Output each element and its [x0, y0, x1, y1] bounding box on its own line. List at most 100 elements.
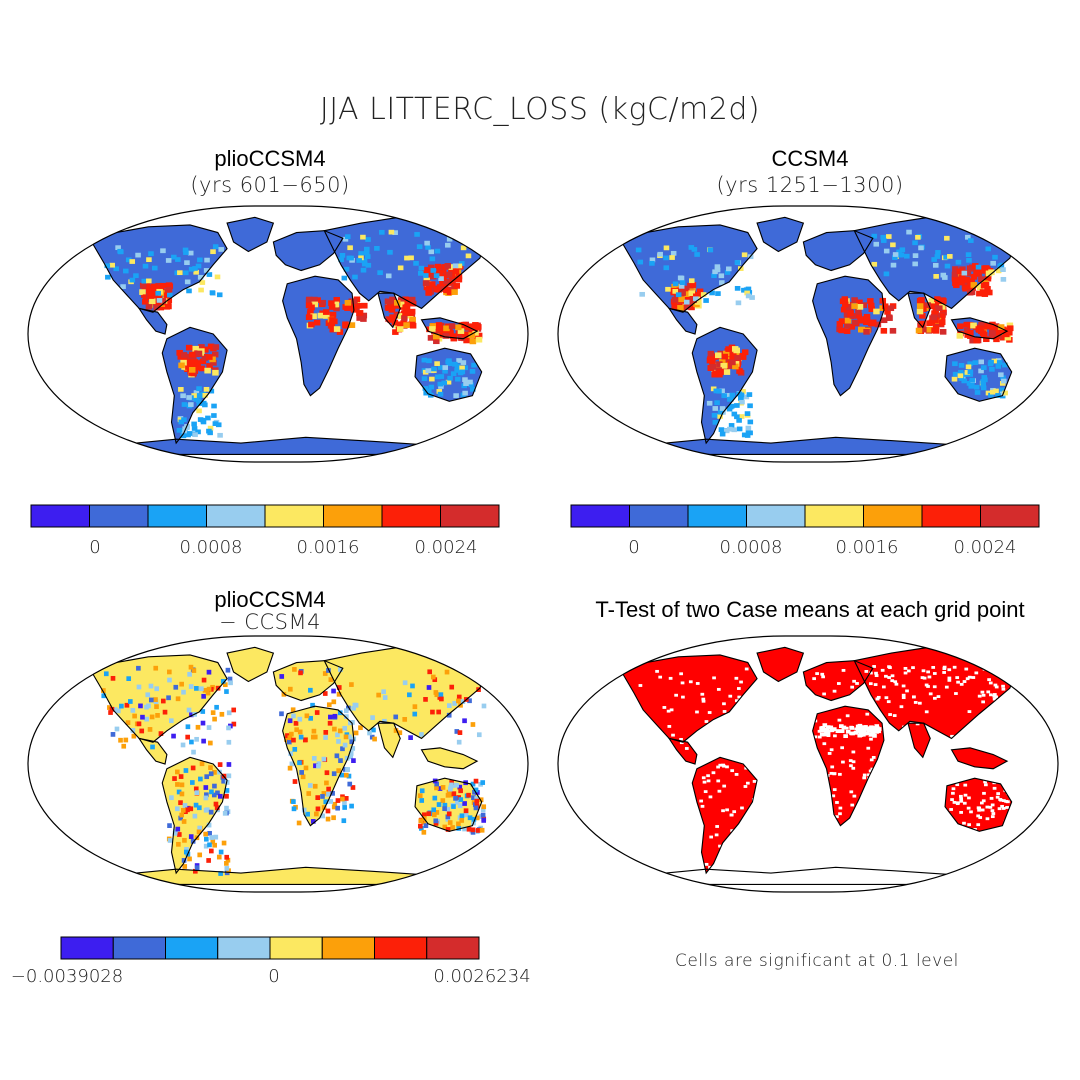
- grid-cell: [967, 823, 971, 827]
- grid-cell: [315, 795, 321, 800]
- grid-cell: [442, 368, 448, 374]
- grid-cell: [397, 313, 405, 320]
- grid-cell: [427, 264, 435, 271]
- colorbar-3-tick: 0.0026234: [433, 966, 531, 987]
- grid-cell: [183, 849, 189, 855]
- grid-cell: [755, 862, 760, 866]
- grid-cell: [351, 705, 356, 711]
- grid-cell: [753, 832, 757, 836]
- grid-cell: [679, 737, 683, 741]
- grid-cell: [132, 713, 137, 719]
- grid-cell: [626, 732, 631, 736]
- grid-cell: [896, 249, 902, 255]
- grid-cell: [740, 852, 745, 856]
- grid-cell: [678, 283, 685, 289]
- landmass-antarctica: [111, 867, 436, 885]
- grid-cell: [881, 303, 889, 310]
- grid-cell: [436, 709, 441, 715]
- grid-cell: [718, 844, 722, 848]
- grid-cell: [320, 794, 325, 799]
- grid-cell: [125, 720, 131, 726]
- grid-cell: [869, 671, 873, 675]
- grid-cell: [218, 849, 224, 855]
- grid-cell: [959, 810, 963, 814]
- grid-cell: [209, 290, 216, 296]
- grid-cell: [968, 238, 974, 243]
- grid-cell: [671, 733, 675, 737]
- grid-cell: [1002, 362, 1008, 368]
- grid-cell: [820, 728, 826, 733]
- grid-cell: [440, 798, 446, 803]
- grid-cell: [179, 812, 185, 818]
- grid-cell: [332, 726, 337, 732]
- grid-cell: [445, 792, 451, 798]
- grid-cell: [867, 818, 871, 822]
- grid-cell: [125, 257, 132, 263]
- grid-cell: [216, 292, 223, 298]
- grid-cell: [338, 758, 343, 763]
- grid-cell: [1002, 390, 1008, 396]
- grid-cell: [165, 286, 173, 293]
- grid-cell: [722, 784, 727, 788]
- grid-cell: [719, 388, 725, 394]
- grid-cell: [329, 326, 336, 333]
- grid-cell: [448, 264, 455, 270]
- grid-cell: [473, 778, 479, 784]
- coastline-europe: [272, 230, 344, 272]
- grid-cell: [429, 256, 436, 262]
- grid-cell: [747, 818, 752, 822]
- grid-cell: [185, 807, 190, 813]
- grid-cell: [970, 322, 977, 329]
- grid-cell: [966, 257, 972, 263]
- grid-cell: [862, 776, 867, 780]
- grid-cell: [226, 773, 232, 779]
- grid-cell: [467, 815, 473, 821]
- grid-cell: [434, 785, 439, 791]
- grid-cell: [852, 679, 856, 683]
- grid-cell: [333, 326, 341, 332]
- grid-cell: [203, 785, 209, 790]
- grid-cell: [832, 788, 837, 792]
- grid-cell: [468, 332, 476, 339]
- grid-cell: [210, 360, 217, 366]
- grid-cell: [332, 713, 338, 719]
- grid-cell: [722, 710, 727, 713]
- grid-cell: [870, 728, 875, 732]
- grid-cell: [109, 706, 115, 712]
- grid-cell: [1005, 819, 1009, 822]
- grid-cell: [886, 234, 892, 239]
- grid-cell: [468, 382, 474, 388]
- grid-cell: [206, 272, 213, 277]
- grid-cell: [915, 722, 920, 726]
- grid-cell: [436, 284, 444, 290]
- grid-cell: [404, 255, 410, 261]
- colorbar-1-tick: 0.0016: [296, 537, 360, 558]
- grid-cell: [901, 696, 906, 700]
- grid-cell: [460, 245, 467, 251]
- grid-cell: [328, 304, 336, 310]
- grid-cell: [966, 806, 971, 810]
- grid-cell: [955, 802, 960, 806]
- grid-cell: [456, 698, 461, 704]
- grid-cell: [729, 355, 736, 362]
- grid-cell: [155, 713, 160, 718]
- grid-cell: [751, 711, 755, 715]
- grid-cell: [476, 732, 482, 738]
- grid-cell: [980, 690, 985, 694]
- grid-cell: [437, 786, 443, 791]
- grid-cell: [663, 255, 669, 261]
- grid-cell: [179, 782, 185, 788]
- grid-cell: [874, 724, 880, 728]
- grid-cell: [201, 346, 209, 353]
- grid-cell: [953, 282, 960, 289]
- grid-cell: [206, 858, 211, 863]
- map-panel-plioccsm4: [27, 205, 529, 463]
- grid-cell: [459, 813, 465, 819]
- grid-cell: [218, 871, 223, 876]
- grid-cell: [308, 321, 315, 328]
- grid-cell: [287, 735, 293, 741]
- grid-cell: [746, 762, 751, 766]
- grid-cell: [458, 702, 463, 708]
- grid-cell: [445, 379, 452, 385]
- grid-cell: [201, 355, 209, 361]
